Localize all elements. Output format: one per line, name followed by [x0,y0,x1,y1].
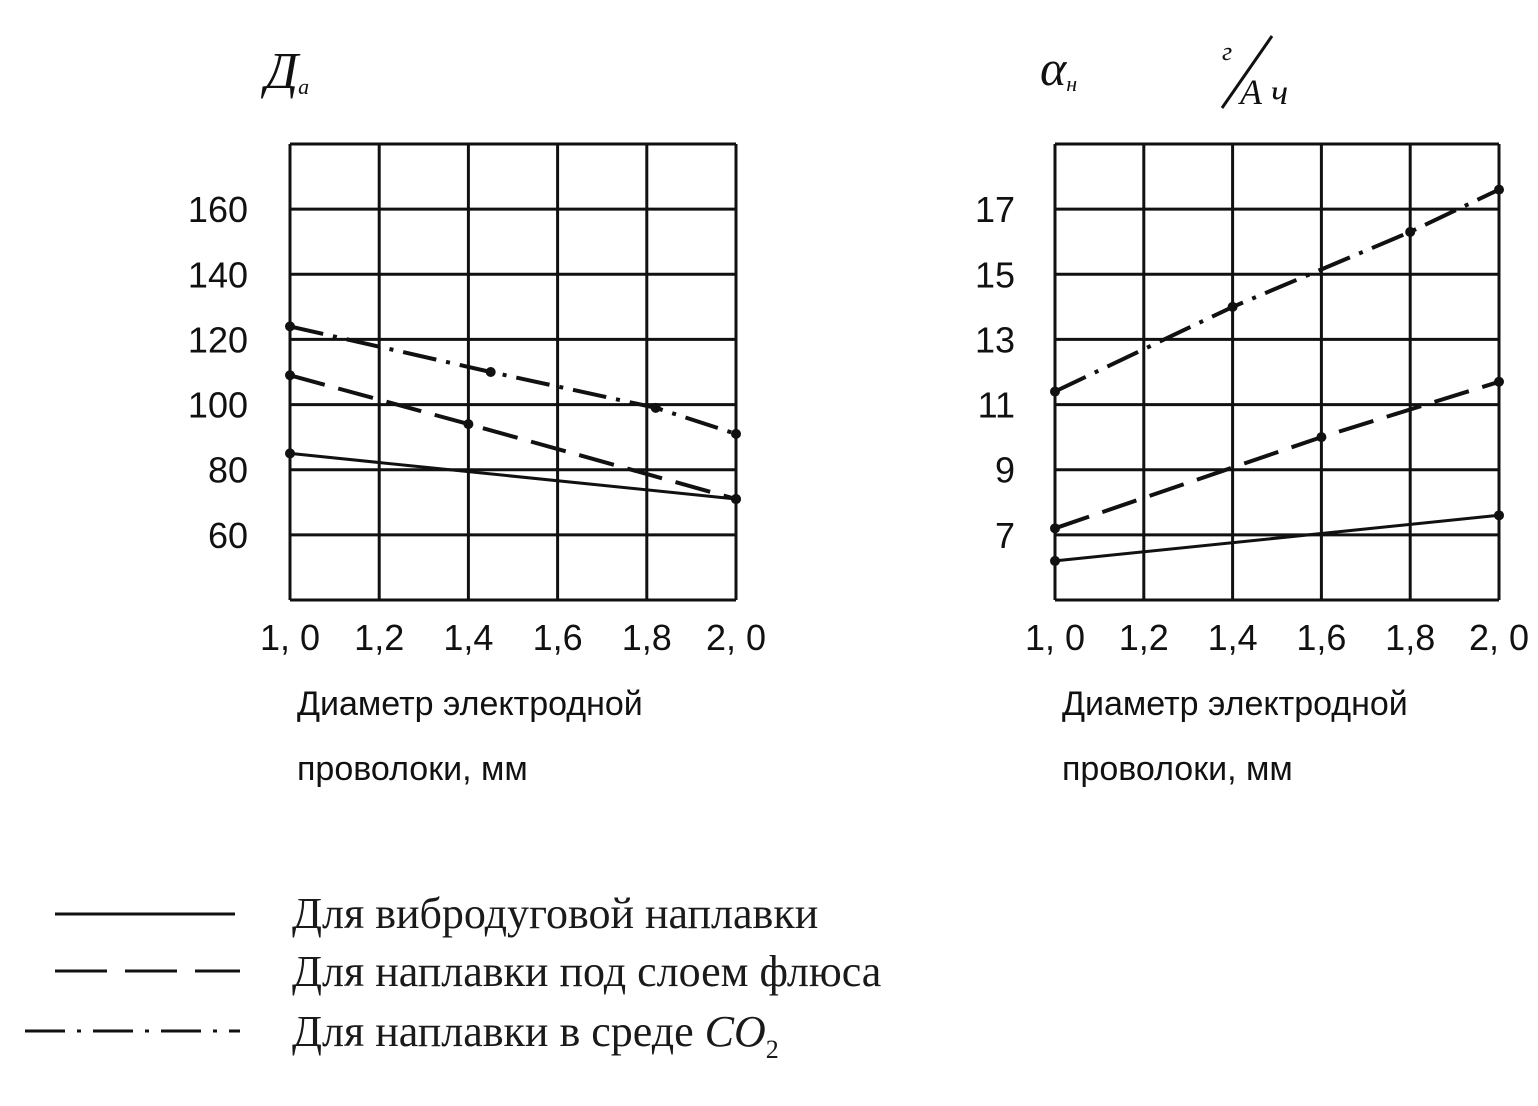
right-x-tick-label: 1,8 [1385,617,1435,658]
right-series-dashed-point [1316,432,1327,443]
right-y-tick-label: 11 [978,385,1015,426]
right-y-tick-label: 9 [995,450,1015,491]
right-series-solid [1054,513,1500,563]
left-y-tick-label: 100 [188,385,248,426]
left-y-axis-title-sub: а [298,74,309,99]
left-series-dashdot-point [285,321,295,332]
right-series-dashed-point [1050,523,1060,534]
right-x-axis-label-line2: проволоки, мм [1062,750,1293,788]
right-chart: αн г А ч Диаметр электродной проволоки, … [975,35,1529,788]
right-series-solid-point [1050,555,1060,566]
legend-formula-sub: 2 [766,1035,779,1064]
left-x-tick-label: 1,6 [533,617,583,658]
right-series-dashdot [1054,187,1500,394]
left-x-axis-label-line1: Диаметр электродной [297,685,643,723]
right-series-dashed-point [1494,376,1504,387]
left-x-tick-label: 2, 0 [706,617,766,658]
right-y-axis-title-sub: н [1066,71,1077,96]
right-y-tick-label: 15 [975,254,1015,295]
right-x-tick-label: 1,2 [1119,617,1169,658]
left-x-axis-label-line2: проволоки, мм [297,750,528,788]
right-series-dashdot-point [1405,226,1416,237]
legend-label-dashdot: Для наплавки в среде CO2 [292,1007,779,1064]
right-x-tick-label: 1,4 [1208,617,1258,658]
right-grid [1053,142,1501,602]
left-series-dashed-point [463,419,474,430]
left-y-tick-label: 120 [188,319,248,360]
left-series-solid [289,451,737,501]
left-y-axis-title-main: Д [260,43,301,100]
left-series-dashdot [289,324,737,436]
left-series-solid-point [285,448,295,459]
left-chart: Да Диаметр электродной проволоки, мм 160… [188,43,766,788]
left-series-dashdot-point [731,428,741,439]
legend-label-solid: Для вибродуговой наплавки [292,889,818,938]
legend: Для вибродуговой наплавки Для наплавки п… [25,889,881,1064]
left-series-dashed [289,373,737,501]
right-unit-denominator: А ч [1238,72,1288,112]
left-y-tick-label: 160 [188,189,248,230]
right-series-dashdot-point [1050,386,1060,397]
legend-formula-main: CO [705,1007,766,1056]
left-series-dashdot-point [650,402,661,413]
left-series-dashed-point [285,370,295,381]
right-x-tick-label: 1, 0 [1025,617,1085,658]
left-x-tick-label: 1,2 [354,617,404,658]
left-y-tick-label: 80 [208,450,248,491]
right-unit-fraction-slash [1220,35,1274,109]
left-grid [288,142,738,602]
right-x-axis-label-line1: Диаметр электродной [1062,685,1408,723]
left-series-dashed-point [731,494,741,505]
legend-item-dashdot: Для наплавки в среде CO2 [25,1007,779,1064]
right-x-tick-label: 2, 0 [1469,617,1529,658]
left-x-tick-label: 1, 0 [260,617,320,658]
right-y-axis-title: αн [1040,40,1077,96]
right-y-tick-label: 17 [975,189,1015,230]
left-x-tick-label: 1,4 [443,617,493,658]
left-y-tick-label: 60 [208,515,248,556]
right-unit-numerator: г [1222,37,1232,66]
right-y-axis-title-main: α [1040,40,1068,96]
left-y-tick-label: 140 [188,254,248,295]
right-x-tick-label: 1,6 [1296,617,1346,658]
legend-label-dashdot-text: Для наплавки в среде [292,1007,705,1056]
right-series-dashdot-point [1227,301,1238,312]
right-series-dashdot-point [1494,184,1504,195]
right-y-tick-label: 7 [995,515,1015,556]
left-y-axis-title: Да [260,43,309,100]
left-series-dashdot-point [485,367,496,377]
right-y-tick-label: 13 [975,319,1015,360]
right-series-solid-point [1494,510,1504,521]
legend-label-dashed: Для наплавки под слоем флюса [292,947,881,996]
legend-item-solid: Для вибродуговой наплавки [55,889,818,938]
legend-item-dashed: Для наплавки под слоем флюса [55,947,881,996]
left-x-tick-label: 1,8 [622,617,672,658]
